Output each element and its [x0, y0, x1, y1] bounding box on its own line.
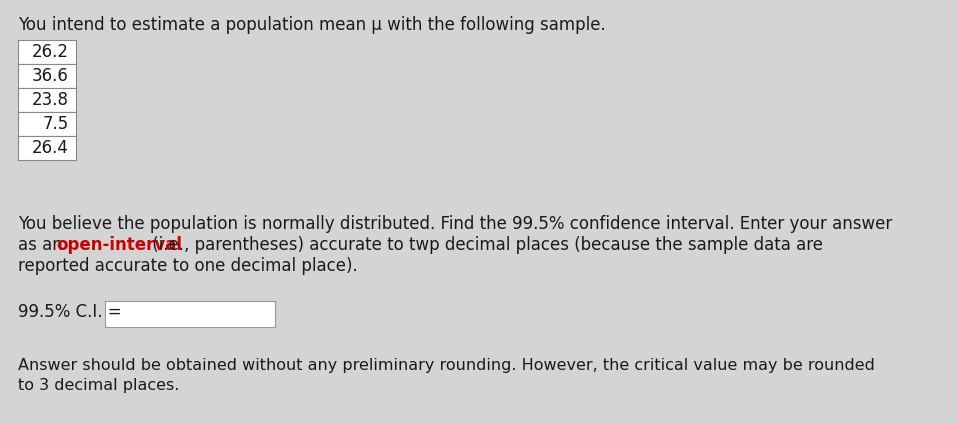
Text: 26.2: 26.2: [32, 43, 69, 61]
Text: Answer should be obtained without any preliminary rounding. However, the critica: Answer should be obtained without any pr…: [18, 358, 875, 373]
Text: as an: as an: [18, 236, 68, 254]
Text: You intend to estimate a population mean μ with the following sample.: You intend to estimate a population mean…: [18, 16, 606, 34]
Text: 7.5: 7.5: [43, 115, 69, 133]
Text: 26.4: 26.4: [33, 139, 69, 157]
Text: 99.5% C.I. =: 99.5% C.I. =: [18, 303, 127, 321]
Text: 23.8: 23.8: [32, 91, 69, 109]
Text: open-interval: open-interval: [56, 236, 182, 254]
Text: You believe the population is normally distributed. Find the 99.5% confidence in: You believe the population is normally d…: [18, 215, 892, 233]
Text: reported accurate to one decimal place).: reported accurate to one decimal place).: [18, 257, 358, 275]
Text: (i.e., parentheses) accurate to twp decimal places (because the sample data are: (i.e., parentheses) accurate to twp deci…: [147, 236, 823, 254]
Text: to 3 decimal places.: to 3 decimal places.: [18, 378, 179, 393]
Text: 36.6: 36.6: [33, 67, 69, 85]
